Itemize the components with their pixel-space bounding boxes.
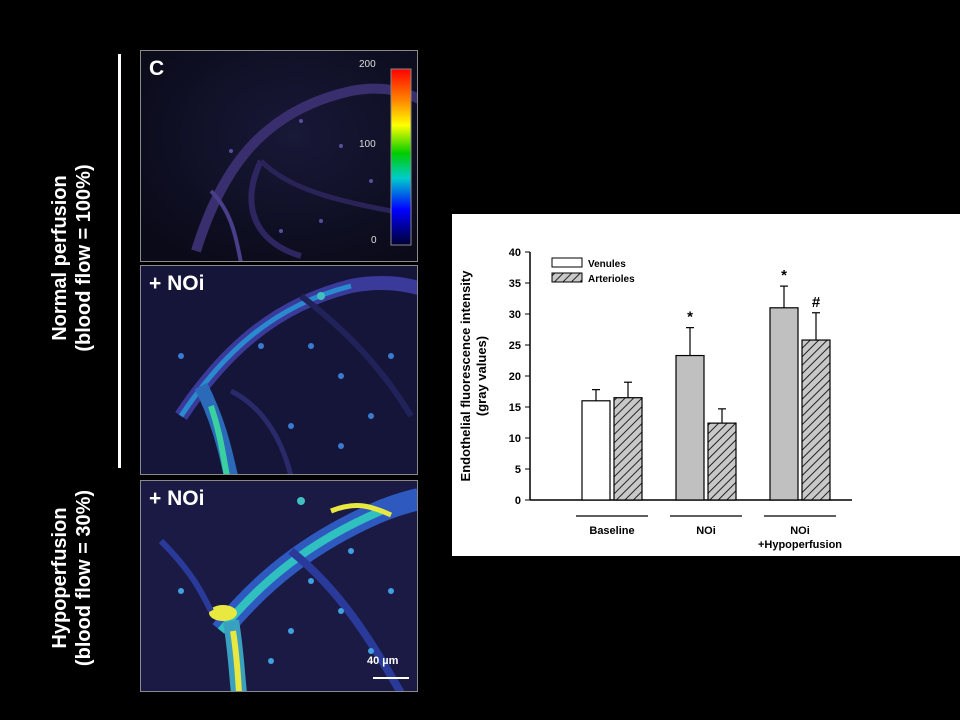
bar-arterioles (707, 422, 737, 501)
colorbar-tick-0: 0 (371, 235, 377, 246)
normal-perfusion-line2: (blood flow = 100%) (73, 164, 95, 352)
legend-swatch-venules (551, 257, 583, 268)
legend-label-venules: Venules (588, 259, 626, 270)
micrograph-control (141, 51, 417, 261)
y-tick-label: 25 (509, 340, 521, 352)
y-axis-label: Endothelial fluorescence intensity(gray … (458, 270, 489, 482)
microscopy-panel-noi-hypo: + NOi 40 µm (140, 480, 418, 692)
panel-label-control: C (149, 57, 165, 80)
y-tick-label: 35 (509, 278, 521, 290)
bar-chart: 0 5 10 15 20 25 30 35 40 Endothelial fluorescence… (458, 247, 852, 551)
microscopy-panel-control: C 200 100 0 (140, 50, 418, 262)
legend-swatch-arterioles (551, 272, 583, 283)
significance-marker: * (781, 267, 787, 284)
category-label: NOi (696, 525, 716, 537)
hypoperfusion-line2: (blood flow = 30%) (73, 489, 95, 667)
bar-arterioles (801, 339, 831, 501)
micrograph-noi-hypo (141, 481, 417, 691)
colorbar (390, 68, 412, 246)
category-label: NOi (790, 525, 810, 537)
y-axis-label-line: Endothelial fluorescence intensity (458, 270, 473, 482)
normal-perfusion-line1: Normal perfusion (49, 175, 71, 341)
y-axis-label-line: (gray values) (474, 336, 489, 416)
separator-line (118, 54, 121, 468)
significance-marker: # (812, 294, 821, 311)
micrograph-noi-normal (141, 266, 417, 474)
hypoperfusion-line1: Hypoperfusion (49, 507, 71, 649)
bar-arterioles (613, 397, 643, 501)
bar-venules (581, 400, 611, 501)
y-tick-label: 20 (509, 371, 521, 383)
panel-label-noi-hypo: + NOi (149, 487, 205, 510)
bar-venules (675, 354, 705, 501)
panel-label-noi-normal: + NOi (149, 272, 205, 295)
scale-bar-label: 40 µm (367, 655, 399, 667)
colorbar-tick-200: 200 (359, 59, 376, 70)
bar-chart-panel: 0 5 10 15 20 25 30 35 40 Endothelial fluorescence… (452, 214, 960, 556)
y-tick-label: 30 (509, 309, 521, 321)
significance-marker: * (687, 309, 693, 326)
y-tick-label: 5 (515, 464, 521, 476)
category-label: Baseline (589, 525, 634, 537)
y-tick-label: 15 (509, 402, 521, 414)
colorbar-tick-100: 100 (359, 139, 376, 150)
bar-venules (769, 307, 799, 501)
category-label: +Hypoperfusion (758, 539, 842, 551)
normal-perfusion-label: Normal perfusion (blood flow = 100%) (48, 164, 96, 351)
y-tick-label: 10 (509, 433, 521, 445)
hypoperfusion-label: Hypoperfusion (blood flow = 30%) (48, 490, 96, 666)
scale-bar (373, 677, 409, 679)
microscopy-panel-noi-normal: + NOi (140, 265, 418, 475)
y-tick-label: 0 (515, 495, 521, 507)
legend-label-arterioles: Arterioles (588, 274, 635, 285)
y-tick-label: 40 (509, 247, 521, 259)
